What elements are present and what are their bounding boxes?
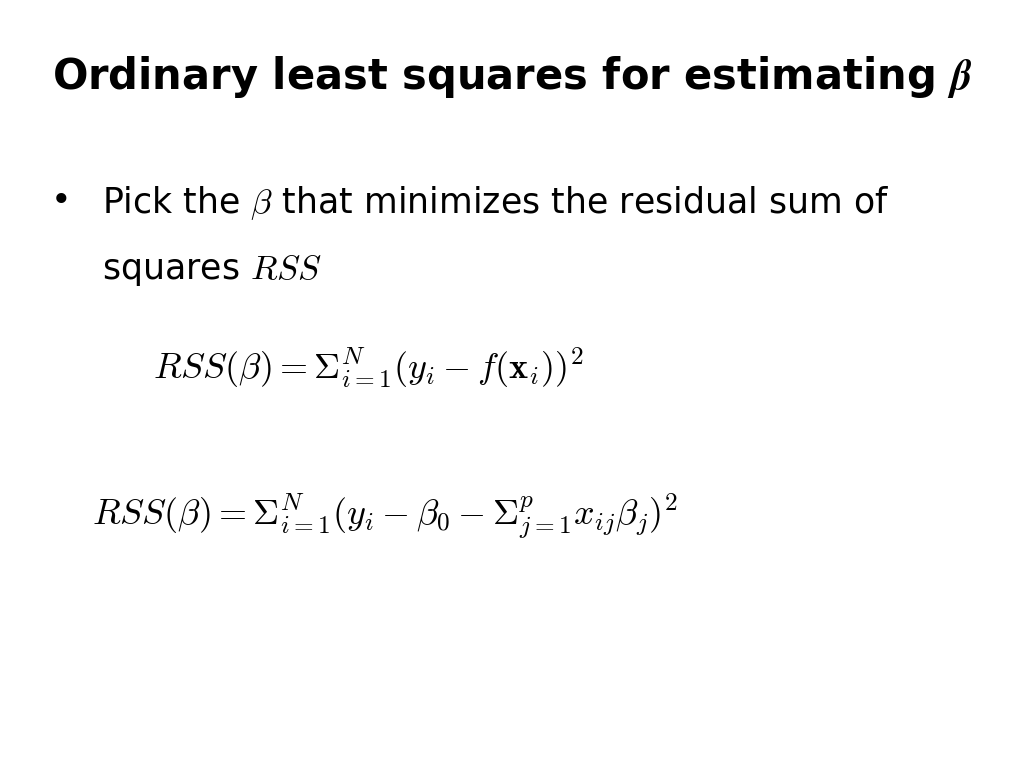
Text: $RSS(\beta) = \Sigma_{i=1}^{N}(y_i - f(\mathbf{x}_i))^2$: $RSS(\beta) = \Sigma_{i=1}^{N}(y_i - f(\… (154, 346, 584, 390)
Text: $RSS(\beta) = \Sigma_{i=1}^{N}(y_i - \beta_0 - \Sigma_{j=1}^{p} x_{ij}\beta_j)^2: $RSS(\beta) = \Sigma_{i=1}^{N}(y_i - \be… (92, 492, 678, 541)
Text: •: • (51, 184, 72, 218)
Text: Pick the $\beta$ that minimizes the residual sum of: Pick the $\beta$ that minimizes the resi… (102, 184, 890, 222)
Text: Ordinary least squares for estimating $\boldsymbol{\beta}$: Ordinary least squares for estimating $\… (52, 54, 972, 100)
Text: squares $\mathit{RSS}$: squares $\mathit{RSS}$ (102, 253, 323, 289)
